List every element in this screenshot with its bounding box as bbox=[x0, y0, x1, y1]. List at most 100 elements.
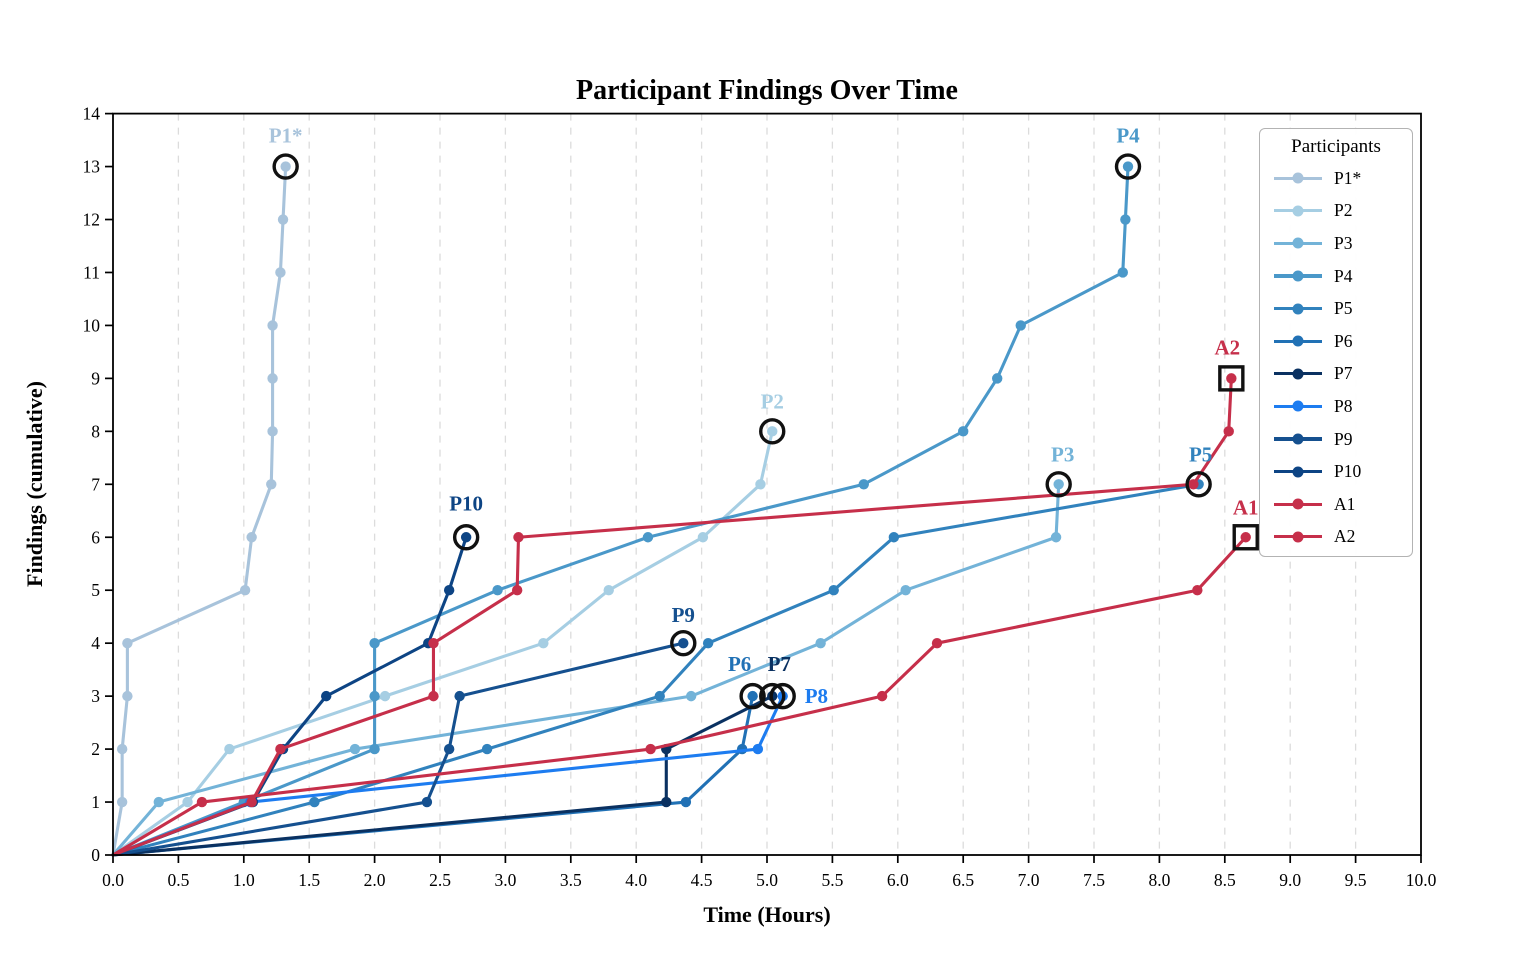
legend-label-P1*: P1* bbox=[1334, 167, 1362, 188]
legend-label-A2: A2 bbox=[1334, 526, 1356, 547]
x-tick-label: 5.0 bbox=[756, 870, 778, 890]
data-point bbox=[275, 267, 286, 278]
data-point bbox=[280, 161, 291, 172]
final-marker-circle-P5 bbox=[1185, 471, 1212, 498]
x-tick-label: 7.0 bbox=[1018, 870, 1040, 890]
data-point bbox=[428, 637, 439, 649]
legend-item-P2: P2 bbox=[1260, 195, 1412, 228]
data-point bbox=[680, 796, 692, 808]
data-point bbox=[492, 585, 503, 596]
x-tick-label: 8.5 bbox=[1214, 870, 1236, 890]
data-point bbox=[443, 743, 455, 755]
data-point bbox=[747, 690, 758, 702]
data-point bbox=[275, 743, 286, 755]
data-point bbox=[702, 637, 714, 649]
data-point bbox=[538, 637, 549, 649]
legend-label-P10: P10 bbox=[1334, 461, 1362, 482]
legend-label-P5: P5 bbox=[1334, 298, 1353, 319]
data-point bbox=[239, 585, 251, 596]
y-tick-label: 2 bbox=[91, 739, 100, 759]
data-point bbox=[876, 690, 888, 702]
data-point bbox=[888, 532, 900, 543]
series-endpoint-label-P8: P8 bbox=[805, 684, 828, 708]
series-endpoint-label-A2: A2 bbox=[1215, 335, 1241, 359]
data-point bbox=[661, 796, 672, 808]
data-point bbox=[369, 690, 380, 702]
data-point bbox=[369, 743, 380, 755]
data-point bbox=[122, 690, 133, 702]
series-P1* bbox=[111, 161, 291, 857]
data-point bbox=[767, 426, 778, 437]
y-tick-label: 5 bbox=[91, 580, 100, 600]
series-endpoint-label-P7: P7 bbox=[768, 652, 791, 676]
legend-label-A1: A1 bbox=[1334, 493, 1356, 514]
legend-marker-P8 bbox=[1274, 404, 1322, 409]
data-point bbox=[266, 479, 277, 490]
final-marker-circle-P4 bbox=[1114, 153, 1142, 180]
y-tick-label: 3 bbox=[91, 686, 100, 706]
legend-marker-A2 bbox=[1274, 535, 1322, 539]
legend-item-P7: P7 bbox=[1260, 358, 1412, 391]
y-tick-label: 14 bbox=[83, 104, 101, 124]
data-point bbox=[349, 743, 361, 755]
data-point bbox=[645, 743, 656, 755]
x-tick-label: 9.0 bbox=[1279, 870, 1301, 890]
data-point bbox=[992, 373, 1003, 384]
final-marker-circle-P10 bbox=[452, 524, 480, 551]
data-point bbox=[1192, 585, 1203, 596]
data-point bbox=[460, 532, 472, 543]
gridlines bbox=[177, 113, 1357, 855]
y-tick-label: 6 bbox=[91, 527, 100, 547]
chart-title: Participant Findings Over Time bbox=[576, 75, 958, 106]
legend-item-P4: P4 bbox=[1260, 260, 1412, 293]
x-tick-label: 3.5 bbox=[560, 870, 582, 890]
series-line-P7 bbox=[111, 694, 774, 857]
series-line-P8 bbox=[111, 694, 785, 857]
y-axis-label: Findings (cumulative) bbox=[22, 381, 47, 587]
y-tick-label: 1 bbox=[91, 792, 100, 812]
series-endpoint-label-P10: P10 bbox=[449, 491, 483, 515]
data-point bbox=[1050, 532, 1062, 543]
data-point bbox=[379, 690, 391, 702]
data-point bbox=[277, 214, 289, 225]
y-tick-label: 11 bbox=[83, 262, 100, 282]
data-point bbox=[900, 585, 911, 596]
data-point bbox=[513, 532, 524, 543]
data-point bbox=[685, 690, 697, 702]
data-point bbox=[1240, 532, 1251, 543]
series-lines bbox=[111, 161, 1251, 857]
data-point bbox=[752, 743, 764, 755]
legend-label-P6: P6 bbox=[1334, 330, 1353, 351]
legend-marker-P3 bbox=[1274, 241, 1322, 246]
data-point bbox=[678, 637, 689, 649]
final-marker-circle-P9 bbox=[670, 629, 697, 657]
y-tick-label: 12 bbox=[83, 210, 101, 230]
x-tick-label: 6.5 bbox=[952, 870, 974, 890]
axes: 0.0 0.5 1.0 1.5 2.0 2.5 3.0 3.5 4.0 4.5 5.0 5.5 6.0 6… bbox=[83, 104, 1437, 890]
y-tick-label: 10 bbox=[83, 315, 101, 335]
data-point bbox=[1122, 161, 1134, 172]
legend-label-P7: P7 bbox=[1334, 363, 1353, 384]
series-line-P1* bbox=[111, 165, 288, 857]
legend-list: P1* P2 P3 P4 P5 P6 P7 P8 P9 P10 A1 A2 bbox=[1260, 162, 1412, 553]
series-endpoint-label-P1*: P1* bbox=[269, 124, 303, 148]
series-A1 bbox=[111, 532, 1251, 857]
series-line-P4 bbox=[111, 165, 1130, 857]
legend-item-P8: P8 bbox=[1260, 390, 1412, 423]
y-tick-label: 7 bbox=[91, 474, 100, 494]
legend-marker-P2 bbox=[1274, 209, 1322, 213]
data-point bbox=[267, 320, 278, 331]
series-P2 bbox=[111, 426, 778, 857]
data-point bbox=[931, 637, 943, 649]
x-tick-label: 4.5 bbox=[691, 870, 713, 890]
final-marker-square-A1 bbox=[1232, 524, 1259, 551]
legend-marker-P7 bbox=[1274, 372, 1322, 376]
legend-item-P5: P5 bbox=[1260, 292, 1412, 325]
data-point bbox=[116, 796, 128, 808]
legend-label-P8: P8 bbox=[1334, 395, 1353, 416]
data-point bbox=[454, 690, 465, 702]
legend-marker-P9 bbox=[1274, 437, 1322, 441]
x-tick-label: 6.0 bbox=[887, 870, 909, 890]
